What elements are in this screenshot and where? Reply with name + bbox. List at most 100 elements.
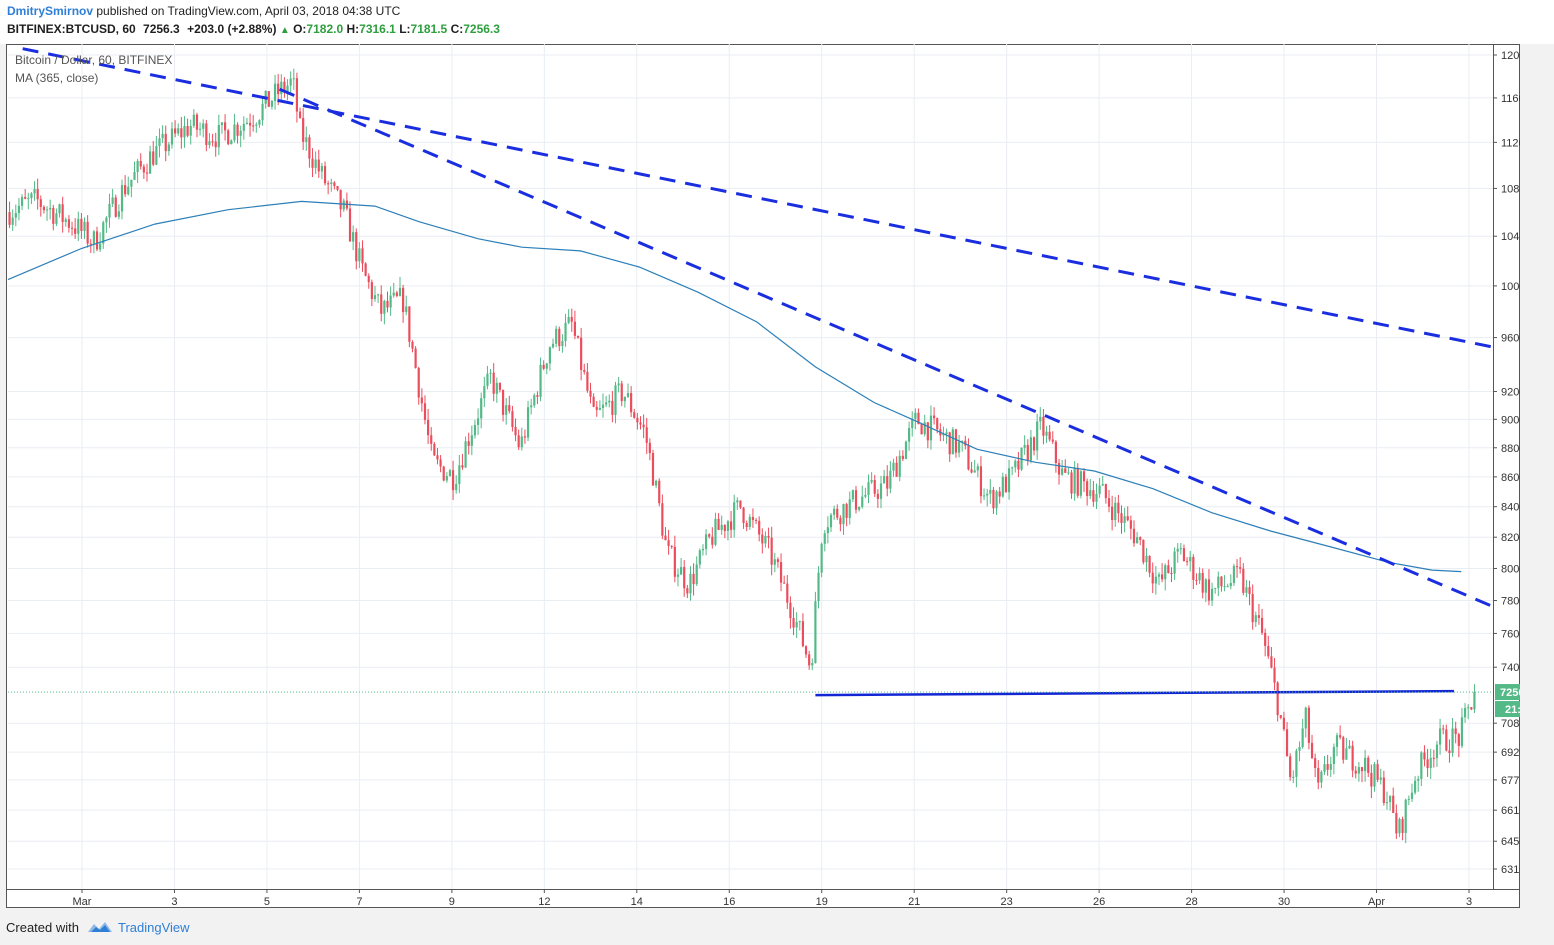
candle-body bbox=[1217, 576, 1220, 588]
price-tick-label: 7800.0 bbox=[1501, 596, 1520, 608]
candle-body bbox=[748, 516, 751, 527]
candle-body bbox=[1014, 460, 1017, 468]
candle-body bbox=[258, 120, 261, 125]
candle-body bbox=[177, 128, 180, 134]
candle-body bbox=[220, 122, 224, 126]
candle-body bbox=[1082, 471, 1086, 482]
candle-body bbox=[736, 500, 739, 503]
candle-body bbox=[995, 491, 998, 509]
author-link[interactable]: DmitrySmirnov bbox=[7, 4, 94, 18]
candle-body bbox=[851, 490, 854, 500]
candle-body bbox=[1260, 617, 1264, 633]
candle-body bbox=[158, 138, 161, 147]
candle-body bbox=[651, 453, 655, 486]
candle-body bbox=[808, 654, 811, 666]
candle-body bbox=[601, 404, 605, 409]
candle-body bbox=[986, 493, 989, 496]
candle-body bbox=[1057, 463, 1061, 475]
candle-body bbox=[292, 78, 295, 80]
open-label: O: bbox=[293, 22, 307, 36]
candle-body bbox=[230, 140, 233, 145]
candle-body bbox=[24, 196, 27, 199]
time-tick-label: 16 bbox=[723, 896, 735, 908]
candle-body bbox=[358, 248, 361, 262]
price-chart[interactable]: 12000.0 11600.0 11200.0 10800.0 10400.0 10000… bbox=[6, 44, 1520, 908]
candle-body bbox=[395, 292, 398, 296]
candle-body bbox=[817, 572, 820, 602]
candle-body bbox=[1432, 757, 1435, 759]
candle-body bbox=[1264, 632, 1267, 646]
candle-body bbox=[83, 221, 86, 231]
candle-body bbox=[1061, 468, 1064, 475]
candle-body bbox=[714, 518, 717, 545]
candle-body bbox=[398, 287, 402, 296]
candle-body bbox=[970, 469, 973, 473]
time-axis[interactable]: Mar 3 5 7 9 12 14 16 19 21 23 26 28 30 Apr 3 bbox=[73, 889, 1473, 908]
candle-body bbox=[1292, 776, 1295, 778]
candle-body bbox=[364, 263, 367, 276]
candle-body bbox=[380, 294, 383, 314]
candle-body bbox=[99, 243, 102, 250]
candle-body bbox=[1120, 513, 1123, 524]
candle-body bbox=[692, 573, 695, 585]
candle-body bbox=[661, 503, 664, 536]
candle-body bbox=[1173, 551, 1176, 574]
candle-body bbox=[733, 502, 736, 530]
candle-body bbox=[973, 470, 976, 473]
candle-body bbox=[964, 440, 967, 446]
support-line bbox=[815, 689, 1454, 697]
candle-body bbox=[1254, 615, 1257, 623]
candle-body bbox=[155, 146, 158, 165]
candle-body bbox=[174, 128, 177, 134]
candle-body bbox=[726, 521, 730, 531]
candle-body bbox=[33, 188, 36, 194]
tradingview-logo-icon[interactable] bbox=[87, 919, 113, 935]
candle-body bbox=[1273, 667, 1276, 683]
price-tick-label: 8400.0 bbox=[1501, 502, 1520, 514]
candle-body bbox=[1170, 573, 1173, 575]
candle-body bbox=[373, 295, 377, 299]
price-axis[interactable]: 12000.0 11600.0 11200.0 10800.0 10400.0 10000… bbox=[1493, 50, 1520, 876]
candle-body bbox=[729, 521, 733, 530]
candle-body bbox=[786, 583, 789, 603]
candle-body bbox=[1095, 493, 1098, 502]
candle-body bbox=[411, 341, 414, 349]
price-tick-label: 8800.0 bbox=[1501, 443, 1520, 455]
candle-body bbox=[1282, 717, 1286, 730]
candle-body bbox=[8, 212, 11, 225]
candle-body bbox=[698, 550, 701, 565]
candle-body bbox=[751, 516, 755, 521]
candle-body bbox=[311, 158, 314, 168]
candle-body bbox=[1429, 757, 1432, 769]
candle-body bbox=[1054, 441, 1057, 464]
candle-body bbox=[202, 123, 205, 129]
candle-body bbox=[576, 335, 580, 338]
candle-body bbox=[49, 207, 52, 210]
candle-body bbox=[845, 504, 848, 518]
ma-line bbox=[7, 200, 1462, 573]
chart-area[interactable]: 12000.0 11600.0 11200.0 10800.0 10400.0 10000… bbox=[6, 44, 1520, 908]
price-tick-label: 8600.0 bbox=[1501, 472, 1520, 484]
candle-body bbox=[630, 393, 633, 413]
candle-body bbox=[1104, 484, 1107, 499]
candle-body bbox=[1382, 777, 1385, 804]
candle-body bbox=[205, 123, 208, 146]
candle-body bbox=[823, 533, 826, 544]
candle-body bbox=[1339, 735, 1342, 738]
candle-body bbox=[1017, 460, 1020, 470]
candle-body bbox=[1201, 573, 1204, 593]
created-with-label: Created with bbox=[6, 920, 79, 935]
candle-body bbox=[642, 424, 645, 428]
candle-body bbox=[1454, 728, 1457, 735]
candle-body bbox=[167, 144, 170, 152]
candle-body bbox=[1463, 708, 1467, 718]
candle-body bbox=[505, 405, 508, 415]
candle-body bbox=[130, 179, 133, 187]
candle-body bbox=[1117, 502, 1120, 514]
tradingview-link[interactable]: TradingView bbox=[118, 920, 190, 935]
candle-body bbox=[1004, 476, 1008, 493]
candle-body bbox=[1420, 752, 1423, 779]
candle-body bbox=[536, 395, 539, 397]
candle-body bbox=[1101, 484, 1104, 486]
candle-body bbox=[617, 383, 620, 386]
